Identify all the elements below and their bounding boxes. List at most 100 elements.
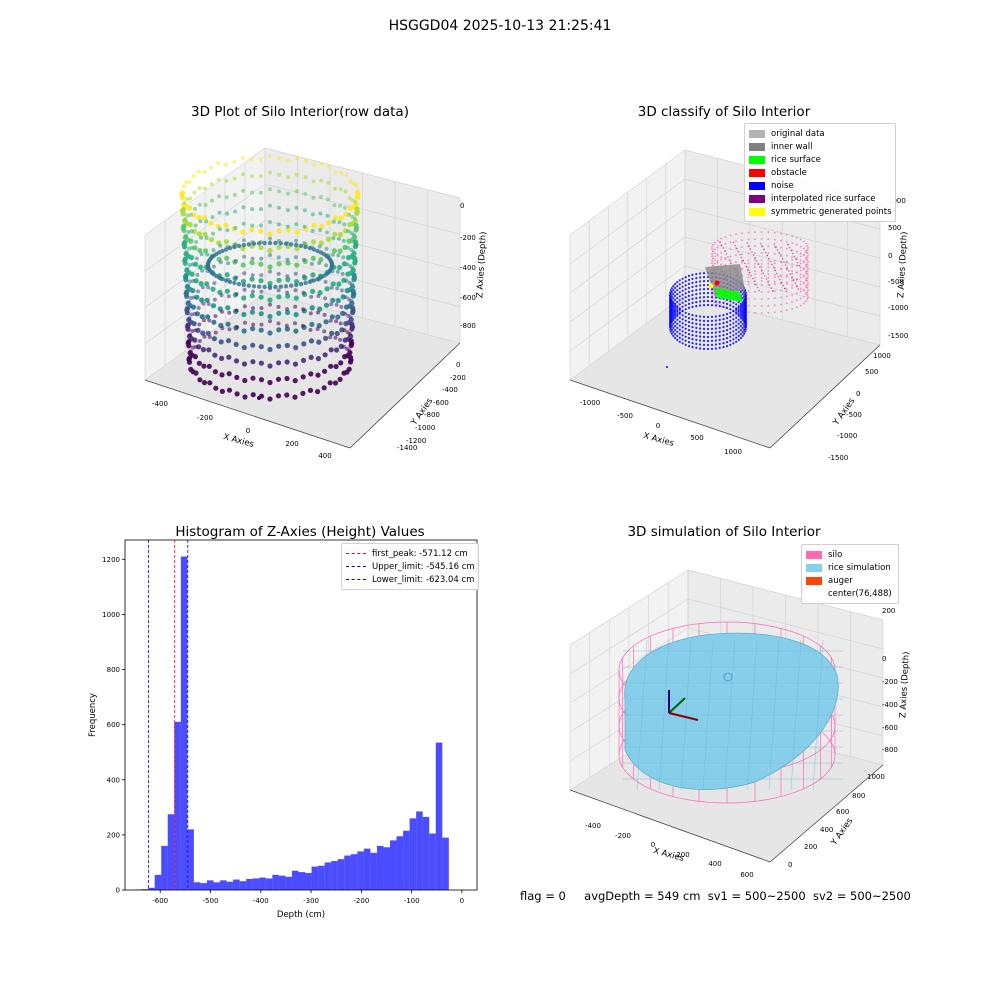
raw-data-point xyxy=(258,278,264,284)
status-sv1: sv1 = 500~2500 xyxy=(707,889,806,903)
raw-data-point xyxy=(197,377,203,383)
cls-z-tick: 1000 xyxy=(888,197,906,205)
raw-data-point xyxy=(188,279,193,284)
legend-swatch xyxy=(806,550,822,559)
cls-silo-point xyxy=(799,266,802,269)
raw-data-point xyxy=(258,360,264,366)
cls-silo-point xyxy=(755,283,757,286)
raw-data-point xyxy=(285,293,291,299)
raw-data-point xyxy=(181,223,187,229)
cls-noise-point xyxy=(676,314,679,317)
cls-silo-point xyxy=(760,291,763,293)
raw-data-point xyxy=(284,342,290,349)
y-tick-label: 400 xyxy=(107,776,120,784)
status-sv2: sv2 = 500~2500 xyxy=(812,889,911,903)
raw-data-point xyxy=(259,273,264,278)
cls-silo-point xyxy=(711,255,713,257)
cls-silo-point xyxy=(741,253,743,256)
cls-noise-point xyxy=(729,339,732,342)
cls-noise-point xyxy=(676,330,679,333)
raw-data-point xyxy=(353,227,359,233)
raw-data-point xyxy=(241,221,246,226)
cls-noise-point xyxy=(744,321,747,324)
raw-data-point xyxy=(267,330,273,336)
raw-data-point xyxy=(285,224,290,229)
cls-silo-point xyxy=(805,263,807,266)
cls-noise-point xyxy=(681,297,684,300)
cls-noise-point xyxy=(687,294,691,297)
cls-silo-point xyxy=(724,236,727,238)
cls-noise-point xyxy=(674,320,677,324)
cls-silo-point xyxy=(727,256,729,258)
raw-data-point xyxy=(194,344,198,349)
cls-noise-point xyxy=(744,328,747,331)
raw-data-point xyxy=(275,376,282,382)
raw-data-point xyxy=(303,191,308,196)
cls-silo-point xyxy=(711,290,713,292)
cls-silo-point xyxy=(725,253,728,255)
raw-data-point xyxy=(341,370,347,376)
cls-noise-point xyxy=(725,341,729,344)
histogram-bar xyxy=(180,556,188,890)
cls-silo-point xyxy=(780,253,782,256)
raw-data-point xyxy=(347,331,352,336)
raw-data-point xyxy=(202,231,208,237)
raw-data-point xyxy=(317,290,323,296)
raw-data-point xyxy=(338,187,343,192)
legend-label: inner wall xyxy=(771,141,813,152)
raw-data-point xyxy=(331,236,336,241)
cls-obstacle-point xyxy=(714,280,720,286)
raw-data-point xyxy=(273,284,278,290)
cls-noise-point xyxy=(735,328,738,331)
cls-noise-point xyxy=(676,310,679,313)
raw-data-point xyxy=(316,310,320,315)
histogram-bar xyxy=(161,845,168,890)
raw-data-point xyxy=(249,260,255,266)
raw-data-point xyxy=(199,252,204,257)
raw-data-point xyxy=(182,256,188,262)
raw-data-point xyxy=(309,261,314,266)
cls-noise-point xyxy=(678,320,681,323)
cls-noise-point xyxy=(718,301,721,304)
cls-noise-point xyxy=(674,312,677,316)
raw-grid-line xyxy=(264,220,461,271)
cls-silo-point xyxy=(760,238,763,240)
raw-data-point xyxy=(202,170,207,174)
raw-data-point xyxy=(262,284,267,290)
raw-data-point xyxy=(185,213,190,218)
cls-noise-point xyxy=(737,338,740,341)
cls-grid-line xyxy=(569,236,686,323)
cls-silo-point xyxy=(767,290,770,293)
cls-noise-point xyxy=(702,304,706,307)
raw-data-point xyxy=(242,271,247,276)
cls-silo-point xyxy=(807,261,809,263)
raw-data-point xyxy=(284,375,290,382)
raw-data-point xyxy=(267,396,273,402)
legend-entry: center(76,488) xyxy=(806,587,894,600)
cls-silo-point xyxy=(780,260,782,263)
cls-x-tick: -1000 xyxy=(580,399,600,407)
raw-data-point xyxy=(344,172,349,177)
raw-data-point xyxy=(354,183,359,188)
cls-noise-point xyxy=(737,334,740,337)
cls-silo-point xyxy=(712,243,714,246)
cls-noise-point xyxy=(718,326,721,329)
cls-silo-point xyxy=(720,263,723,266)
raw-data-point xyxy=(334,302,339,307)
cls-silo-point xyxy=(754,312,756,314)
cls-noise-point xyxy=(706,299,710,303)
raw-data-point xyxy=(243,320,247,325)
cls-noise-point xyxy=(678,336,681,339)
cls-silo-point xyxy=(791,276,793,278)
raw-data-point xyxy=(334,330,340,337)
cls-noise-point xyxy=(672,334,675,337)
raw-data-point xyxy=(251,284,257,289)
raw-data-point xyxy=(302,224,307,229)
raw-data-point xyxy=(202,334,207,339)
legend-entry: auger xyxy=(806,574,894,587)
cls-noise-point xyxy=(669,313,672,316)
cls-noise-point xyxy=(695,297,698,300)
raw-data-point xyxy=(302,241,307,246)
cls-silo-point xyxy=(754,252,756,254)
cls-silo-point xyxy=(758,289,760,292)
